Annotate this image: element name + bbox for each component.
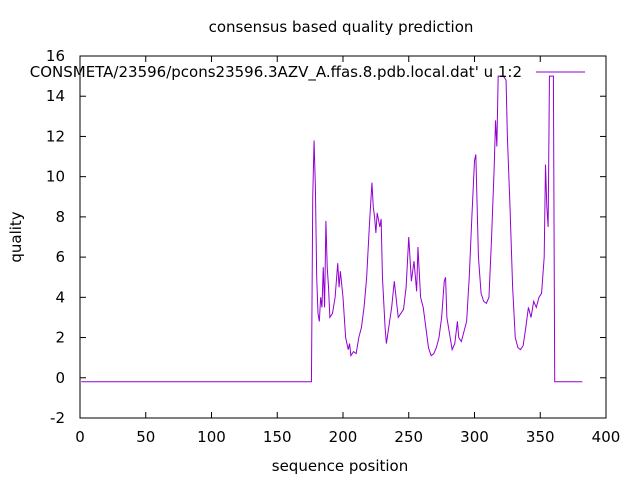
chart-title: consensus based quality prediction <box>209 18 474 36</box>
y-tick-label: 10 <box>46 168 65 186</box>
x-tick-label: 0 <box>75 428 85 446</box>
y-tick-label: 14 <box>46 87 65 105</box>
quality-series-line <box>81 75 583 383</box>
x-tick-label: 250 <box>394 428 423 446</box>
y-tick-label: 12 <box>46 127 65 145</box>
x-tick-label: 400 <box>592 428 621 446</box>
y-tick-label: 16 <box>46 47 65 65</box>
y-tick-label: 4 <box>55 288 65 306</box>
x-tick-label: 350 <box>526 428 555 446</box>
x-tick-label: 200 <box>329 428 358 446</box>
plot-frame <box>79 55 607 419</box>
x-axis-label: sequence position <box>272 457 408 475</box>
x-tick-label: 150 <box>263 428 292 446</box>
y-tick-label: -2 <box>50 409 65 427</box>
y-tick-label: 8 <box>55 208 65 226</box>
legend-entry-label: CONSMETA/23596/pcons23596.3AZV_A.ffas.8.… <box>30 63 522 82</box>
y-axis-label: quality <box>7 211 25 262</box>
x-tick-label: 300 <box>460 428 489 446</box>
y-tick-label: 0 <box>55 369 65 387</box>
y-tick-label: 6 <box>55 248 65 266</box>
y-tick-label: 2 <box>55 329 65 347</box>
tick-layer: 0 50 100 150 200 250 300 350 400 -2 0 2 4 6 8 10 12 14 16 <box>46 47 620 446</box>
x-tick-label: 50 <box>136 428 155 446</box>
x-tick-label: 100 <box>197 428 226 446</box>
